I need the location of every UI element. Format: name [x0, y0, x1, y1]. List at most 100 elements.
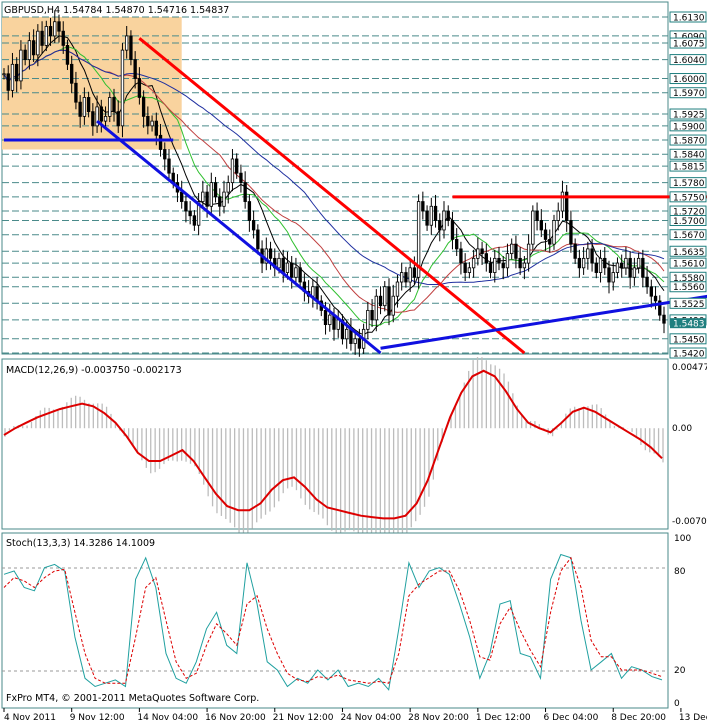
- candle: [188, 201, 192, 225]
- candle: [438, 213, 442, 242]
- stoch-tick-label: 20: [674, 666, 686, 676]
- stoch-main-line: [3, 553, 663, 691]
- candle: [383, 281, 387, 312]
- candle: [400, 262, 404, 291]
- candle: [209, 172, 213, 215]
- stoch-title: Stoch(13,3,3) 14.3286 14.1009: [6, 538, 155, 549]
- candle: [501, 255, 505, 280]
- candle: [357, 328, 362, 357]
- candle: [522, 255, 527, 280]
- price-level-label: 1.6075: [673, 40, 705, 50]
- candle: [95, 95, 99, 133]
- time-tick-label: 21 Nov 12:00: [273, 713, 334, 723]
- candle: [404, 266, 408, 288]
- current-price-tag: 1.5483: [670, 318, 706, 330]
- candle: [658, 295, 662, 321]
- macd-histogram: [4, 357, 664, 545]
- price-level-tag: 1.5900: [669, 120, 707, 132]
- price-level-label: 1.5610: [673, 260, 705, 270]
- trend-line: [138, 37, 526, 355]
- candle: [493, 249, 497, 283]
- candle: [649, 279, 653, 308]
- price-level-label: 1.6040: [673, 56, 705, 66]
- candle: [531, 205, 535, 250]
- candle: [256, 224, 260, 255]
- candle: [251, 210, 256, 239]
- price-level-label: 1.5525: [673, 300, 705, 310]
- candle: [484, 243, 488, 272]
- candle: [129, 30, 133, 66]
- stoch-axis: 100 80 20 0: [674, 534, 691, 709]
- candle: [408, 259, 412, 292]
- candle: [505, 243, 510, 277]
- candle: [91, 103, 95, 136]
- candle: [353, 331, 357, 355]
- price-level-label: 1.5815: [673, 163, 705, 173]
- candle: [340, 314, 345, 345]
- candle: [74, 71, 78, 110]
- candle: [40, 21, 44, 54]
- price-level-label: 1.5420: [673, 350, 705, 360]
- price-level-tag: 1.5970: [669, 87, 707, 99]
- price-level-label: 1.5700: [673, 217, 705, 227]
- macd-signal-line: [3, 369, 663, 520]
- candle: [247, 194, 252, 232]
- candle: [374, 289, 378, 332]
- time-tick-label: 24 Nov 04:00: [340, 713, 401, 723]
- candle: [526, 234, 531, 272]
- price-level-tag: 1.5870: [669, 134, 707, 147]
- candle: [112, 88, 116, 122]
- candle: [268, 241, 273, 270]
- candle: [560, 180, 565, 219]
- candle: [518, 246, 522, 275]
- candle: [116, 100, 120, 133]
- price-level-tag: 1.5815: [669, 160, 707, 173]
- candle: [61, 21, 65, 54]
- macd-tick-label: 0.00477: [672, 363, 707, 373]
- candle: [53, 10, 57, 44]
- candle: [446, 205, 450, 227]
- price-title: GBPUSD,H4 1.54784 1.54870 1.54716 1.5483…: [4, 5, 229, 16]
- candle: [48, 17, 53, 46]
- candle: [65, 39, 70, 71]
- candle: [184, 194, 188, 223]
- candle: [636, 252, 641, 274]
- candle: [387, 278, 391, 326]
- candle: [23, 44, 27, 66]
- candle: [543, 222, 548, 251]
- price-level-tag: 1.5700: [669, 214, 707, 227]
- macd-panel[interactable]: MACD(12,26,9) -0.003750 -0.002173 0.0047…: [1, 357, 707, 545]
- price-level-label: 1.5580: [673, 274, 705, 284]
- candle: [510, 238, 514, 260]
- candle: [641, 249, 645, 288]
- stoch-plot-frame: [1, 532, 669, 709]
- price-level-label: 1.5840: [673, 151, 705, 161]
- candle: [218, 188, 222, 217]
- candle: [539, 209, 543, 238]
- stoch-panel[interactable]: Stoch(13,3,3) 14.3286 14.1009 FxPro MT4,…: [1, 532, 691, 709]
- price-panel[interactable]: GBPUSD,H4 1.54784 1.54870 1.54716 1.5483…: [1, 1, 707, 360]
- candle: [569, 210, 573, 253]
- candlesticks: [2, 10, 666, 357]
- price-level-label: 1.5560: [673, 283, 705, 293]
- candle: [27, 32, 32, 70]
- current-price-label: 1.5483: [673, 320, 705, 330]
- candle: [378, 286, 383, 315]
- price-level-tag: 1.5450: [669, 333, 707, 345]
- stoch-signal-line: [3, 556, 663, 684]
- candle: [391, 284, 395, 323]
- candle: [594, 257, 598, 279]
- price-level-label: 1.5900: [673, 122, 705, 132]
- candle: [86, 91, 91, 118]
- candle: [137, 67, 142, 105]
- candle: [476, 237, 480, 266]
- candle: [556, 202, 560, 231]
- price-level-tag: 1.6075: [669, 37, 707, 50]
- time-tick-label: 28 Nov 20:00: [408, 713, 469, 723]
- candle: [459, 241, 463, 275]
- price-level-label: 1.5450: [673, 335, 705, 345]
- candle: [632, 257, 637, 286]
- candle: [535, 202, 539, 231]
- candle: [125, 25, 129, 59]
